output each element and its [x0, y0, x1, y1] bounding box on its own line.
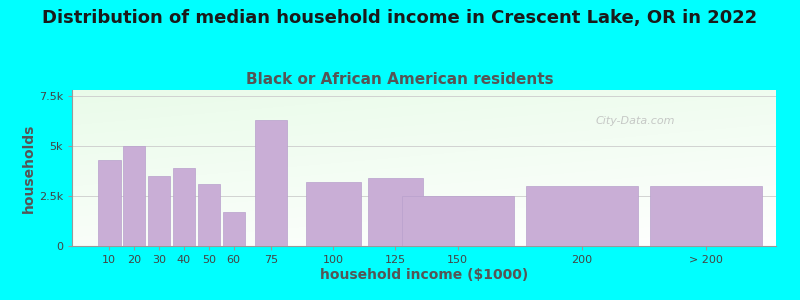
Bar — [402, 196, 514, 246]
Bar — [198, 184, 220, 246]
X-axis label: household income ($1000): household income ($1000) — [320, 268, 528, 282]
Bar — [173, 168, 195, 246]
Text: Black or African American residents: Black or African American residents — [246, 72, 554, 87]
Y-axis label: households: households — [22, 123, 36, 213]
Bar — [526, 186, 638, 246]
Bar — [148, 176, 170, 246]
Bar — [222, 212, 245, 246]
Bar — [123, 146, 146, 246]
Bar — [368, 178, 422, 246]
Bar — [306, 182, 361, 246]
Text: City-Data.com: City-Data.com — [595, 116, 675, 126]
Text: Distribution of median household income in Crescent Lake, OR in 2022: Distribution of median household income … — [42, 9, 758, 27]
Bar — [650, 186, 762, 246]
Bar — [255, 120, 287, 246]
Bar — [98, 160, 121, 246]
